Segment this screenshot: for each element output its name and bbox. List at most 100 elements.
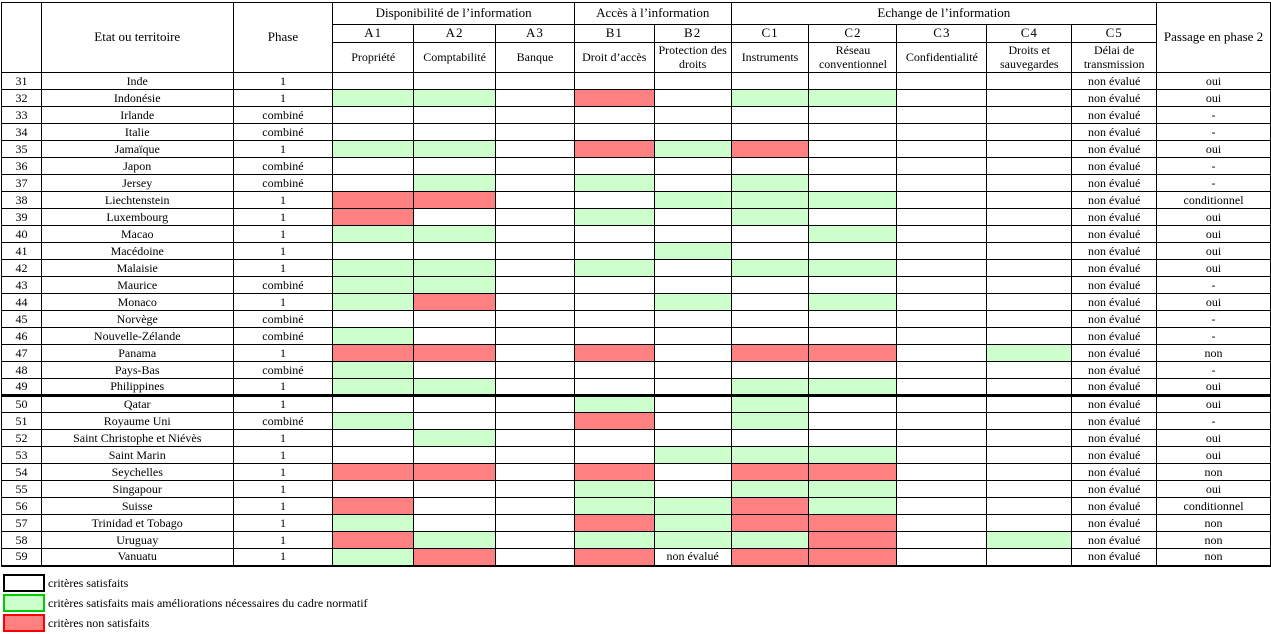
table-row: 42 Malaisie 1 non évalué oui	[1, 259, 1271, 277]
row-number: 34	[1, 123, 42, 141]
criterion-cell-B1	[573, 123, 655, 141]
criterion-cell-A3	[495, 327, 575, 345]
criterion-cell-B2	[653, 480, 732, 498]
criterion-cell-C4	[986, 242, 1073, 260]
col-code-c2: C2	[808, 24, 898, 43]
passage-phase2-value: oui	[1156, 208, 1271, 226]
territory-name: Malaisie	[40, 259, 234, 277]
criterion-cell-C3	[896, 395, 988, 413]
criterion-cell-C1	[730, 429, 810, 447]
criterion-cell-C3	[896, 174, 988, 192]
passage-phase2-value: -	[1156, 106, 1271, 124]
phase-value: 1	[232, 463, 334, 481]
criterion-cell-C5: non évalué	[1071, 208, 1158, 226]
passage-phase2-value: non	[1156, 531, 1271, 549]
criterion-cell-A1	[332, 446, 415, 464]
phase-value: 1	[232, 514, 334, 532]
criterion-cell-C5: non évalué	[1071, 310, 1158, 328]
table-body: 31 Inde 1 non évalué oui 32 Indonésie 1 non éval…	[1, 72, 1271, 566]
criterion-cell-C5: non évalué	[1071, 497, 1158, 515]
criterion-cell-A3	[495, 395, 575, 413]
criterion-cell-C4	[986, 123, 1073, 141]
table-row: 36 Japon combiné non évalué -	[1, 157, 1271, 175]
criterion-cell-A3	[495, 208, 575, 226]
header-group-row: Etat ou territoire Phase Disponibilité d…	[1, 2, 1271, 73]
criterion-cell-C1	[730, 446, 810, 464]
criterion-cell-B1	[573, 514, 655, 532]
col-label-reseau-conventionnel: Réseau conventionnel	[808, 42, 898, 73]
row-number: 32	[1, 89, 42, 107]
table-row: 58 Uruguay 1 non évalué non	[1, 531, 1271, 549]
table-row: 54 Seychelles 1 non évalué non	[1, 463, 1271, 481]
table-row: 34 Italie combiné non évalué -	[1, 123, 1271, 141]
criterion-cell-B2	[653, 191, 732, 209]
row-number: 51	[1, 412, 42, 430]
territory-name: Seychelles	[40, 463, 234, 481]
phase-value: 1	[232, 225, 334, 243]
criterion-cell-C1	[730, 361, 810, 379]
phase-value: 1	[232, 497, 334, 515]
criterion-cell-A2	[413, 174, 497, 192]
criterion-cell-C4	[986, 514, 1073, 532]
criterion-cell-C2	[808, 140, 898, 158]
criterion-cell-B2	[653, 140, 732, 158]
criterion-cell-C5: non évalué	[1071, 259, 1158, 277]
criterion-cell-B2	[653, 293, 732, 311]
phase-value: 1	[232, 293, 334, 311]
table-row: 39 Luxembourg 1 non évalué oui	[1, 208, 1271, 226]
criterion-cell-A3	[495, 446, 575, 464]
territory-name: Singapour	[40, 480, 234, 498]
territory-name: Macédoine	[40, 242, 234, 260]
criterion-cell-A2	[413, 446, 497, 464]
criterion-cell-B2	[653, 463, 732, 481]
territory-name: Norvège	[40, 310, 234, 328]
passage-phase2-value: oui	[1156, 480, 1271, 498]
criterion-cell-C5: non évalué	[1071, 412, 1158, 430]
criterion-cell-C1	[730, 140, 810, 158]
territory-name: Trinidad et Tobago	[40, 514, 234, 532]
criterion-cell-C1	[730, 480, 810, 498]
phase-value: combiné	[232, 106, 334, 124]
row-number: 31	[1, 72, 42, 90]
criterion-cell-C1	[730, 174, 810, 192]
criterion-cell-C1	[730, 514, 810, 532]
criterion-cell-C1	[730, 310, 810, 328]
criterion-cell-A1	[332, 412, 415, 430]
criterion-cell-A1	[332, 89, 415, 107]
criterion-cell-C3	[896, 106, 988, 124]
criterion-cell-A1	[332, 293, 415, 311]
table-row: 44 Monaco 1 non évalué oui	[1, 293, 1271, 311]
criterion-cell-B1	[573, 89, 655, 107]
criterion-cell-C4	[986, 429, 1073, 447]
criterion-cell-A1	[332, 327, 415, 345]
passage-phase2-value: non	[1156, 344, 1271, 362]
territory-name: Luxembourg	[40, 208, 234, 226]
col-code-b1: B1	[573, 24, 655, 43]
criterion-cell-C2	[808, 344, 898, 362]
criterion-cell-B1	[573, 344, 655, 362]
table-row: 51 Royaume Uni combiné non évalué -	[1, 412, 1271, 430]
criterion-cell-B1	[573, 174, 655, 192]
passage-phase2-value: non	[1156, 463, 1271, 481]
phase-value: combiné	[232, 310, 334, 328]
criterion-cell-B1	[573, 497, 655, 515]
criterion-cell-B1	[573, 327, 655, 345]
criterion-cell-C3	[896, 480, 988, 498]
criterion-cell-C5: non évalué	[1071, 327, 1158, 345]
criterion-cell-C5: non évalué	[1071, 446, 1158, 464]
row-number: 39	[1, 208, 42, 226]
row-number: 52	[1, 429, 42, 447]
criterion-cell-A3	[495, 531, 575, 549]
table-row: 47 Panama 1 non évalué non	[1, 344, 1271, 362]
row-number: 38	[1, 191, 42, 209]
passage-phase2-value: oui	[1156, 259, 1271, 277]
criterion-cell-C5: non évalué	[1071, 242, 1158, 260]
territory-name: Indonésie	[40, 89, 234, 107]
criterion-cell-C5: non évalué	[1071, 191, 1158, 209]
criterion-cell-C4	[986, 378, 1073, 397]
table-row: 45 Norvège combiné non évalué -	[1, 310, 1271, 328]
phase-value: 1	[232, 446, 334, 464]
phase-value: 1	[232, 395, 334, 413]
criterion-cell-A1	[332, 463, 415, 481]
criterion-cell-A3	[495, 106, 575, 124]
